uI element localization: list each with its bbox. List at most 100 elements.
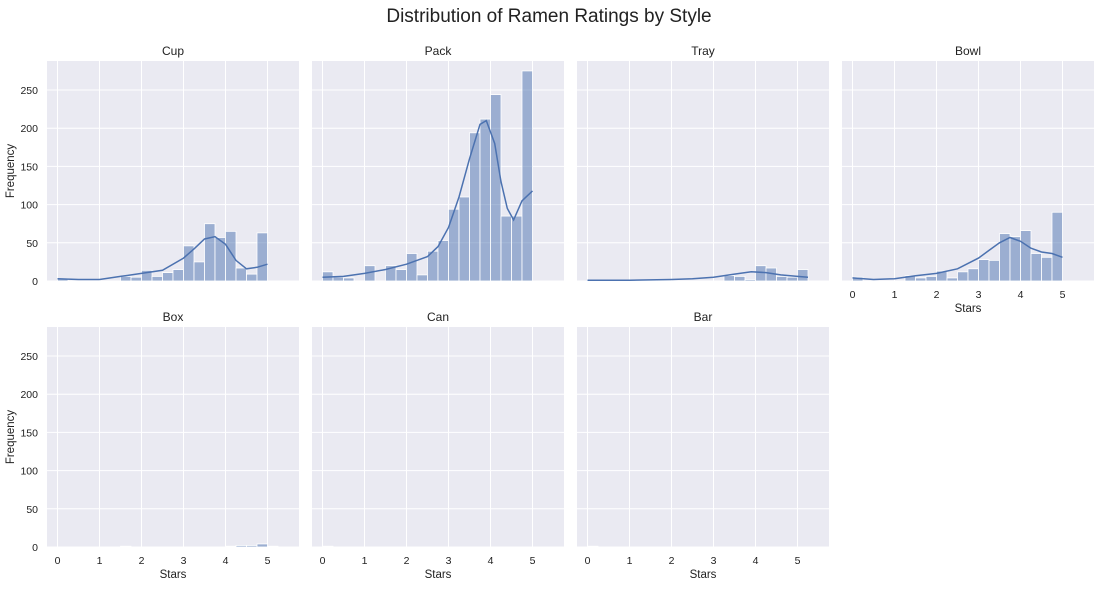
histogram-bar (946, 277, 958, 282)
facet-title: Bar (694, 310, 713, 324)
x-tick-label: 4 (488, 555, 494, 567)
histogram-bar (978, 259, 990, 282)
x-tick-label: 0 (585, 555, 591, 567)
y-tick-label: 250 (20, 351, 38, 363)
x-tick-label: 5 (530, 555, 536, 567)
chart-title: Distribution of Ramen Ratings by Style (386, 6, 711, 27)
histogram-bar (151, 276, 163, 282)
x-tick-label: 3 (711, 555, 717, 567)
histogram-bar (193, 261, 205, 282)
histogram-bar (162, 272, 174, 282)
facet-title: Pack (425, 44, 453, 58)
x-tick-label: 1 (627, 555, 633, 567)
histogram-bar (744, 279, 756, 282)
x-tick-label: 0 (55, 555, 61, 567)
facet-tray: Tray (577, 44, 829, 282)
facet-title: Can (427, 310, 449, 324)
facet-bowl: Bowl 0 1 2 3 4 5 Stars (842, 44, 1094, 315)
y-tick-label: 200 (20, 389, 38, 401)
histogram-bar (204, 223, 216, 282)
histogram-bar (130, 276, 142, 282)
histogram-bar (776, 276, 788, 282)
panel-background (577, 61, 829, 281)
facet-can: Can 0 1 2 3 4 5 Stars (312, 310, 564, 581)
histogram-bar (437, 240, 449, 282)
kde-line (852, 236, 1063, 281)
histogram-bar (246, 273, 258, 282)
x-axis-label: Stars (160, 569, 187, 581)
histogram-bar (1030, 253, 1042, 282)
x-axis-label: Stars (425, 569, 452, 581)
histogram-bar (500, 215, 512, 282)
histogram-bar (267, 545, 279, 548)
histogram-bar (587, 545, 599, 548)
facet-title: Cup (162, 44, 184, 58)
x-tick-label: 5 (795, 555, 801, 567)
x-axis-label: Stars (955, 303, 982, 315)
x-tick-label: 3 (181, 555, 187, 567)
y-tick-label: 0 (32, 276, 38, 288)
histogram-bar (395, 269, 407, 282)
kde-line (322, 119, 534, 278)
x-tick-label: 4 (1018, 289, 1024, 301)
histogram-bar (225, 545, 237, 548)
y-tick-label: 50 (26, 504, 38, 516)
facet-pack: Pack (312, 44, 564, 282)
x-tick-label: 2 (139, 555, 145, 567)
histogram-bar (1051, 211, 1063, 282)
y-tick-label: 150 (20, 161, 38, 173)
histogram-bar (797, 269, 809, 282)
y-axis-label: Frequency (5, 410, 17, 465)
histogram-bar (406, 253, 418, 282)
histogram-bar (256, 232, 268, 282)
histogram-bar (416, 274, 428, 282)
histogram-bar (1041, 256, 1053, 282)
facet-title: Bowl (955, 44, 981, 58)
x-tick-label: 1 (892, 289, 898, 301)
histogram-bar (755, 265, 767, 282)
panel-background (47, 327, 299, 547)
histogram-bar (343, 277, 355, 282)
y-tick-label: 250 (20, 85, 38, 97)
facet-title: Tray (691, 44, 715, 58)
panel-background (312, 327, 564, 547)
x-tick-label: 1 (362, 555, 368, 567)
facet-title: Box (163, 310, 184, 324)
histogram-bar (458, 196, 470, 282)
histogram-bar (256, 543, 268, 548)
histogram-bar (322, 545, 334, 548)
histogram-bar (521, 70, 533, 282)
histogram-bar (988, 259, 1000, 282)
histogram-bar (511, 215, 523, 282)
panel-background (577, 327, 829, 547)
kde-line (587, 271, 809, 281)
x-tick-label: 5 (265, 555, 271, 567)
y-tick-label: 150 (20, 427, 38, 439)
histogram-bar (120, 276, 132, 282)
y-tick-label: 50 (26, 238, 38, 250)
histogram-bar (734, 276, 746, 282)
histogram-bar (225, 230, 237, 282)
x-tick-label: 2 (669, 555, 675, 567)
histogram-bar (246, 545, 258, 548)
histogram-bar (957, 271, 969, 282)
y-tick-label: 0 (32, 542, 38, 554)
x-tick-label: 2 (934, 289, 940, 301)
histogram-bar (786, 276, 798, 282)
histogram-bar (120, 545, 132, 548)
histogram-bar (915, 277, 927, 282)
kde-line (57, 235, 268, 281)
histogram-bar (1009, 236, 1021, 282)
histogram-bar (967, 268, 979, 282)
facet-cup: Cup 0 50 100 150 200 250 Frequency (5, 44, 299, 288)
x-tick-label: 3 (446, 555, 452, 567)
x-tick-label: 4 (223, 555, 229, 567)
x-tick-label: 4 (753, 555, 759, 567)
x-tick-label: 3 (976, 289, 982, 301)
histogram-bar (479, 118, 491, 282)
facet-box: Box 0 50 100 150 200 250 Frequency 0 1 2 3 4 5 Stars (5, 310, 299, 581)
histogram-bar (141, 269, 153, 282)
x-tick-label: 0 (320, 555, 326, 567)
